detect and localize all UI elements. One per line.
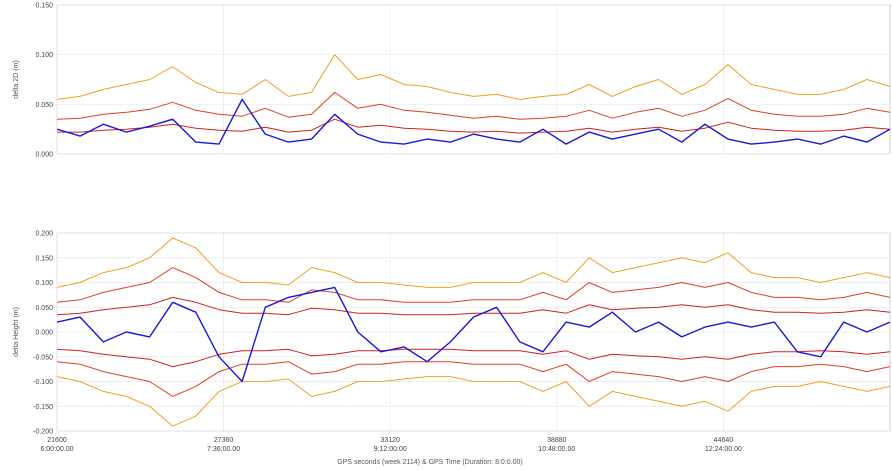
delta-height-m-ytick-label-0: 0.200 <box>35 231 53 238</box>
delta-height-m-ytick-label-6: -0.100 <box>33 379 53 386</box>
delta-height-m-ytick-label-4: 0.000 <box>35 330 53 337</box>
delta-height-m-series-inner-bound-lower <box>57 361 890 397</box>
x-tick-time-4: 12:24:00.00 <box>705 446 742 453</box>
delta-height-m-series-outer-bound-lower <box>57 376 890 427</box>
delta-2d-m-series-inner-bound <box>57 91 890 120</box>
delta-height-m-series-group <box>57 237 890 427</box>
delta-2d-m-plot-frame <box>56 4 891 155</box>
delta-2d-m-y-axis-label: delta 2D (m) <box>13 60 20 99</box>
delta-2d-m-series-group <box>57 54 890 145</box>
x-tick-seconds-1: 27360 <box>214 437 234 444</box>
delta-2d-m-ytick-label-3: 0.000 <box>35 152 53 159</box>
delta-2d-m-series-mean-bound <box>57 118 890 134</box>
delta-2d-m-series-outer-bound <box>57 54 890 100</box>
x-axis-label: GPS seconds (week 2114) & GPS Time (Dura… <box>337 459 522 466</box>
delta-height-panel: 0.200 0.150 0.100 0.050 0.000 -0.050 -0.100 -0.… <box>13 231 891 436</box>
x-tick-seconds-2: 33120 <box>380 437 400 444</box>
delta-height-m-series-delta <box>57 286 890 383</box>
delta-height-m-ytick-label-7: -0.150 <box>33 404 53 411</box>
shared-x-axis: 21600 6:00:00.00 27360 7:36:00.00 33120 9:12:… <box>40 437 742 453</box>
x-tick-seconds-3: 38880 <box>547 437 567 444</box>
x-tick-time-1: 7:36:00.00 <box>207 446 240 453</box>
x-tick-seconds-4: 44640 <box>714 437 734 444</box>
delta-height-m-series-mean-bound-lower <box>57 348 890 368</box>
x-tick-seconds-0: 21600 <box>47 437 67 444</box>
x-tick-time-3: 10:48:00.00 <box>538 446 575 453</box>
x-tick-time-2: 9:12:00.00 <box>374 446 407 453</box>
delta-height-m-y-axis-label: delta Height (m) <box>13 307 20 357</box>
delta-2d-m-series-delta <box>57 98 890 145</box>
delta-2d-m-ytick-label-0: 0.150 <box>35 3 53 10</box>
delta-2d-panel: 0.150 0.100 0.050 0.000 delta 2D (m) <box>13 3 891 159</box>
delta-2d-m-ytick-label-1: 0.100 <box>35 52 53 59</box>
delta-height-m-ytick-label-5: -0.050 <box>33 354 53 361</box>
delta-height-m-series-mean-bound-upper <box>57 296 890 316</box>
delta-height-m-ytick-label-8: -0.200 <box>33 429 53 436</box>
delta-2d-m-ytick-label-2: 0.050 <box>35 102 53 109</box>
x-tick-time-0: 6:00:00.00 <box>40 446 73 453</box>
delta-height-m-ytick-label-2: 0.100 <box>35 280 53 287</box>
delta-height-m-ytick-label-3: 0.050 <box>35 305 53 312</box>
delta-height-m-series-outer-bound-upper <box>57 237 890 288</box>
delta-height-m-ytick-label-1: 0.150 <box>35 255 53 262</box>
delta-height-m-series-inner-bound-upper <box>57 267 890 303</box>
